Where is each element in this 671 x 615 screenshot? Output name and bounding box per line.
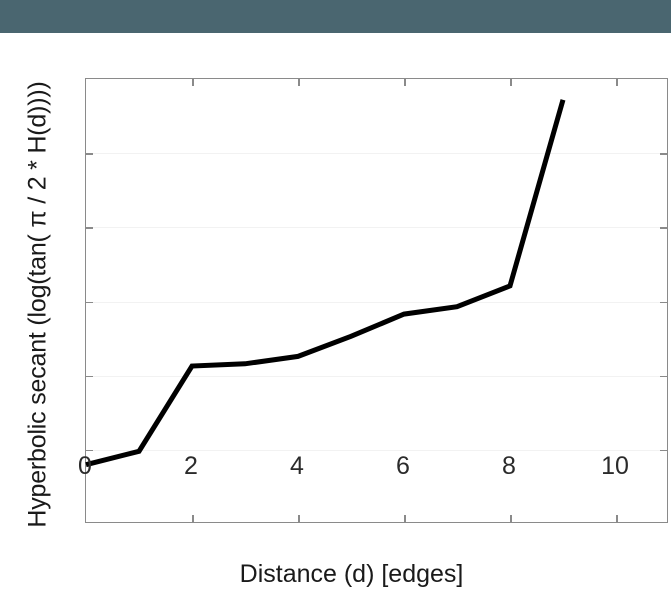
x-tick-mark bbox=[616, 79, 618, 86]
y-tick-mark bbox=[86, 449, 93, 452]
y-axis-title: Hyperbolic secant (log(tan( π / 2 * H(d)… bbox=[23, 81, 52, 528]
gridline-horizontal bbox=[86, 449, 667, 451]
data-series-line bbox=[85, 99, 566, 468]
x-tick-label: 6 bbox=[396, 452, 410, 480]
window-titlebar bbox=[0, 0, 671, 33]
x-tick-label: 4 bbox=[290, 452, 304, 480]
y-tick-mark bbox=[660, 375, 667, 378]
gridline-horizontal bbox=[86, 153, 667, 155]
plot-area bbox=[85, 78, 668, 523]
x-tick-mark bbox=[510, 79, 512, 86]
x-tick-mark bbox=[298, 515, 300, 522]
x-tick-mark bbox=[192, 79, 194, 86]
y-tick-mark bbox=[86, 227, 93, 229]
y-tick-mark bbox=[660, 449, 667, 452]
y-tick-mark bbox=[660, 153, 667, 155]
x-tick-label: 8 bbox=[502, 452, 516, 480]
x-tick-mark bbox=[404, 515, 406, 522]
x-tick-mark bbox=[298, 79, 300, 86]
y-tick-mark bbox=[660, 227, 667, 229]
x-tick-mark bbox=[616, 515, 618, 522]
x-tick-mark bbox=[192, 515, 194, 522]
y-tick-mark bbox=[660, 301, 667, 303]
x-tick-mark bbox=[404, 79, 406, 86]
gridline-horizontal bbox=[86, 375, 667, 377]
x-axis-title: Distance (d) [edges] bbox=[239, 560, 464, 588]
chart-figure: Hyperbolic secant (log(tan( π / 2 * H(d)… bbox=[24, 78, 668, 588]
x-tick-label: 0 bbox=[78, 452, 92, 480]
y-tick-mark bbox=[86, 301, 93, 303]
y-tick-mark bbox=[86, 375, 93, 378]
y-tick-mark bbox=[86, 153, 93, 155]
gridline-horizontal bbox=[86, 227, 667, 229]
x-tick-label: 10 bbox=[601, 452, 629, 480]
x-tick-label: 2 bbox=[184, 452, 198, 480]
gridline-horizontal bbox=[86, 301, 667, 303]
x-tick-mark bbox=[510, 515, 512, 522]
